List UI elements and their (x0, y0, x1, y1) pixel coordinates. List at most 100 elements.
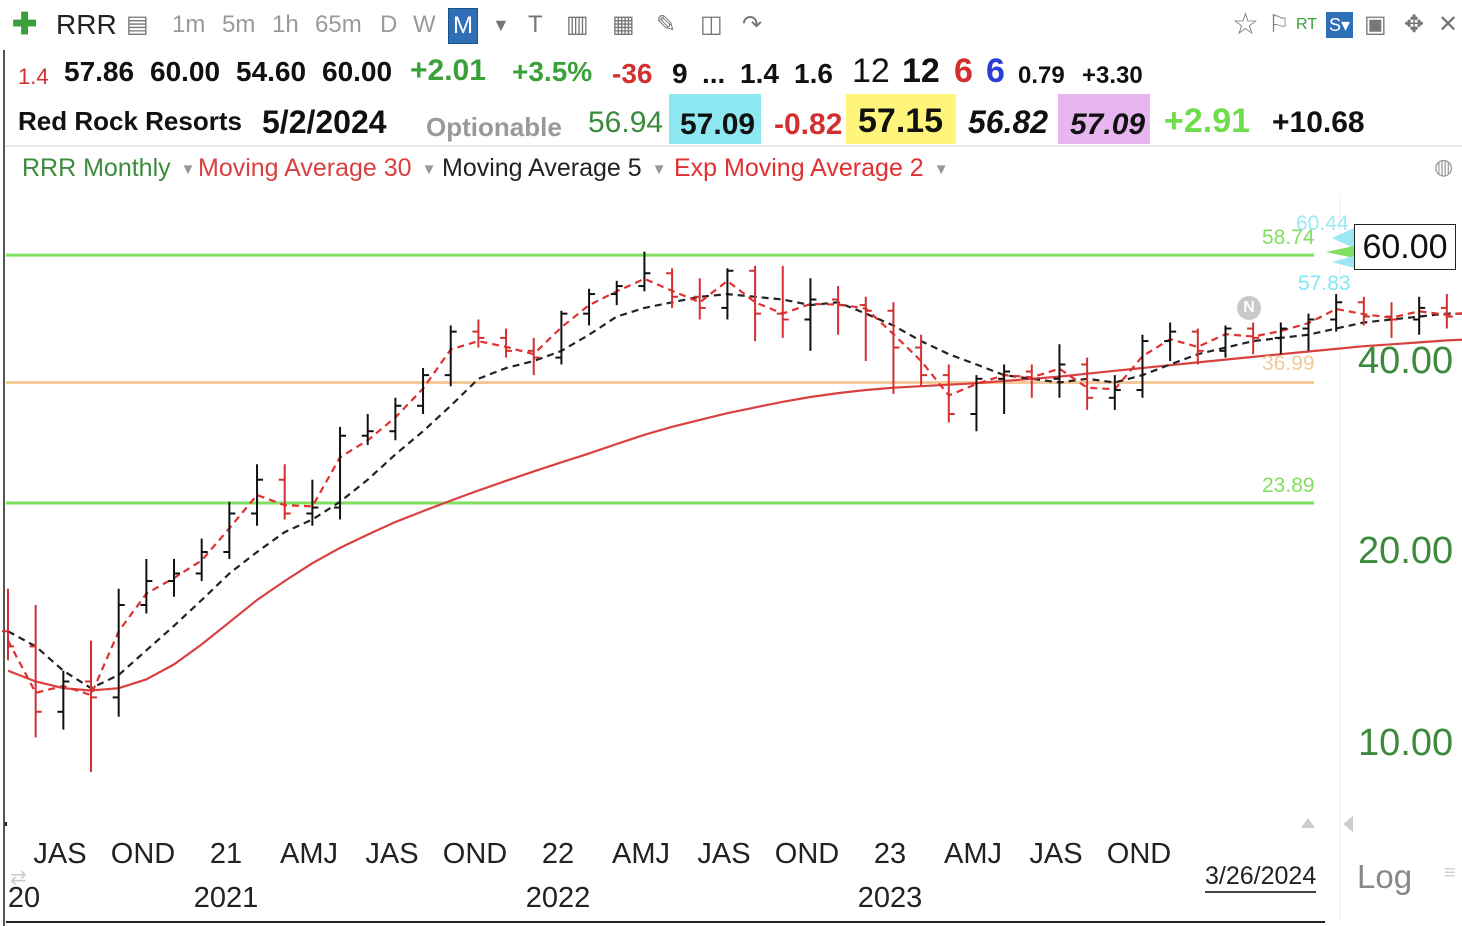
level-label-1: 60.44 (1296, 212, 1349, 235)
close-icon[interactable]: ✕ (1438, 11, 1459, 38)
q1-last: 57.86 (64, 56, 135, 87)
q1-high: 60.00 (150, 56, 221, 87)
ohlc-bar (1440, 294, 1453, 329)
star-icon[interactable]: ☆ (1232, 8, 1259, 41)
ohlc-bar (1302, 313, 1315, 351)
interval-1h[interactable]: 1h (272, 11, 299, 38)
flag-icon[interactable]: ⚐ (1268, 11, 1290, 38)
rt-icon[interactable]: RT (1296, 16, 1318, 33)
ohlc-bar (832, 286, 845, 335)
reset-arrows-icon[interactable]: ⇄ (10, 865, 27, 889)
share-icon[interactable]: ↷ (742, 11, 763, 38)
printer-icon[interactable]: ▤ (126, 11, 149, 38)
year-label: 2022 (525, 882, 591, 914)
q1-v5: 1.4 (740, 58, 779, 89)
chevron-down-icon[interactable]: ▼ (421, 160, 437, 178)
ohlc-bar (638, 251, 651, 292)
ohlc-bar (223, 501, 236, 559)
scroll-up-icon[interactable] (1301, 818, 1315, 828)
ohlc-bar (334, 426, 347, 520)
q2-v2-bg (669, 94, 761, 144)
q1-v10: 6 (986, 52, 1005, 90)
add-symbol-icon[interactable]: ✚ (12, 8, 38, 41)
legend-ema2-label: Exp Moving Average 2 (674, 154, 924, 182)
log-scale-toggle[interactable]: Log (1357, 858, 1413, 895)
ohlc-bar (2, 588, 14, 661)
interval-dropdown-icon[interactable]: ▼ (492, 15, 510, 35)
q2-v8: +10.68 (1272, 106, 1365, 139)
q1-v6: 1.6 (794, 58, 833, 89)
interval-w[interactable]: W (413, 11, 436, 38)
ohlc-bar (1357, 296, 1370, 326)
ohlc-bar (444, 325, 457, 387)
quote-line-2: Red Rock Resorts 5/2/2024 Optionable 56.… (0, 94, 1462, 144)
ohlc-bar (610, 280, 623, 306)
s-icon[interactable]: S▾ (1326, 12, 1354, 38)
ohlc-bar (1219, 325, 1232, 358)
save-icon[interactable]: ▣ (1364, 11, 1387, 38)
ohlc-bar (140, 558, 153, 614)
calculator-icon[interactable]: ▦ (612, 11, 635, 38)
ohlc-bar (1136, 334, 1149, 398)
symbol-field[interactable]: RRR (56, 9, 117, 40)
scroll-left-icon[interactable] (1343, 816, 1353, 832)
layers-icon[interactable]: ◫ (700, 11, 723, 38)
x-tick: 23 (873, 838, 907, 870)
interval-m[interactable]: M (448, 8, 478, 44)
legend-ema2[interactable]: Exp Moving Average 2 ▼ (674, 154, 949, 183)
ohlc-bar (1025, 364, 1038, 398)
ohlc-bar (1247, 322, 1260, 355)
interval-5m[interactable]: 5m (222, 11, 256, 38)
chevron-down-icon[interactable]: ▼ (933, 160, 949, 178)
x-tick: OND (110, 838, 176, 870)
legend-bar: RRR Monthly ▼ Moving Average 30 ▼ Moving A… (0, 150, 1462, 186)
footer-date[interactable]: 3/26/2024 (1205, 862, 1317, 893)
optionable-label: Optionable (426, 112, 562, 142)
current-price-box: 60.00 (1354, 224, 1456, 270)
company-name: Red Rock Resorts (18, 106, 242, 136)
toolbar: ✚ RRR ▤ 1m 5m 1h 65m D W M ▼ T ▥ ▦ ✎ ◫ ↷… (0, 0, 1462, 50)
menu-lines-icon[interactable]: ≡ (1444, 862, 1456, 884)
ohlc-bar (1081, 357, 1094, 410)
pencil-icon[interactable]: ✎ (656, 11, 677, 38)
ohlc-bar (168, 558, 181, 597)
ohlc-bar (749, 265, 762, 342)
legend-main[interactable]: RRR Monthly ▼ (22, 154, 196, 183)
ohlc-bar (915, 334, 928, 387)
interval-65m[interactable]: 65m (315, 11, 362, 38)
q1-v11: 0.79 (1018, 62, 1065, 89)
q2-v2: 57.09 (680, 108, 756, 141)
text-tool-icon[interactable]: T (528, 11, 543, 38)
ohlc-bar (970, 375, 983, 432)
q1-change-pct: +3.5% (512, 56, 593, 87)
palette-icon[interactable]: ◍ (1434, 154, 1454, 179)
interval-1m[interactable]: 1m (172, 11, 206, 38)
ohlc-bar (555, 310, 568, 365)
level-label-5: 23.89 (1262, 474, 1315, 497)
legend-ma5[interactable]: Moving Average 5 ▼ (442, 154, 667, 183)
bar-style-icon[interactable]: ▥ (566, 11, 589, 38)
interval-d[interactable]: D (380, 11, 398, 38)
x-tick: JAS (33, 838, 87, 870)
y-tick-10: 10.00 (1358, 722, 1454, 764)
q1-v9: 6 (954, 52, 973, 90)
legend-main-label: RRR Monthly (22, 154, 171, 182)
move-icon[interactable]: ✥ (1404, 11, 1425, 38)
news-badge[interactable]: N (1237, 296, 1261, 320)
ohlc-bar (417, 367, 430, 415)
ohlc-bar (998, 364, 1011, 415)
legend-ma30[interactable]: Moving Average 30 ▼ (198, 154, 436, 183)
q2-v6: 57.09 (1070, 108, 1146, 141)
ohlc-bar (693, 278, 706, 320)
q1-v3: 9 (672, 58, 688, 89)
ohlc-bar (1108, 375, 1121, 410)
ohlc-bar (1164, 322, 1177, 361)
quote-line-1: 1.4 57.86 60.00 54.60 60.00 +2.01 +3.5% … (0, 52, 1462, 92)
ohlc-bar (361, 414, 374, 445)
chevron-down-icon[interactable]: ▼ (651, 160, 667, 178)
chevron-down-icon[interactable]: ▼ (180, 160, 196, 178)
ohlc-bar (195, 538, 208, 582)
ohlc-bar (666, 268, 679, 308)
price-arrow-2 (1326, 246, 1354, 258)
